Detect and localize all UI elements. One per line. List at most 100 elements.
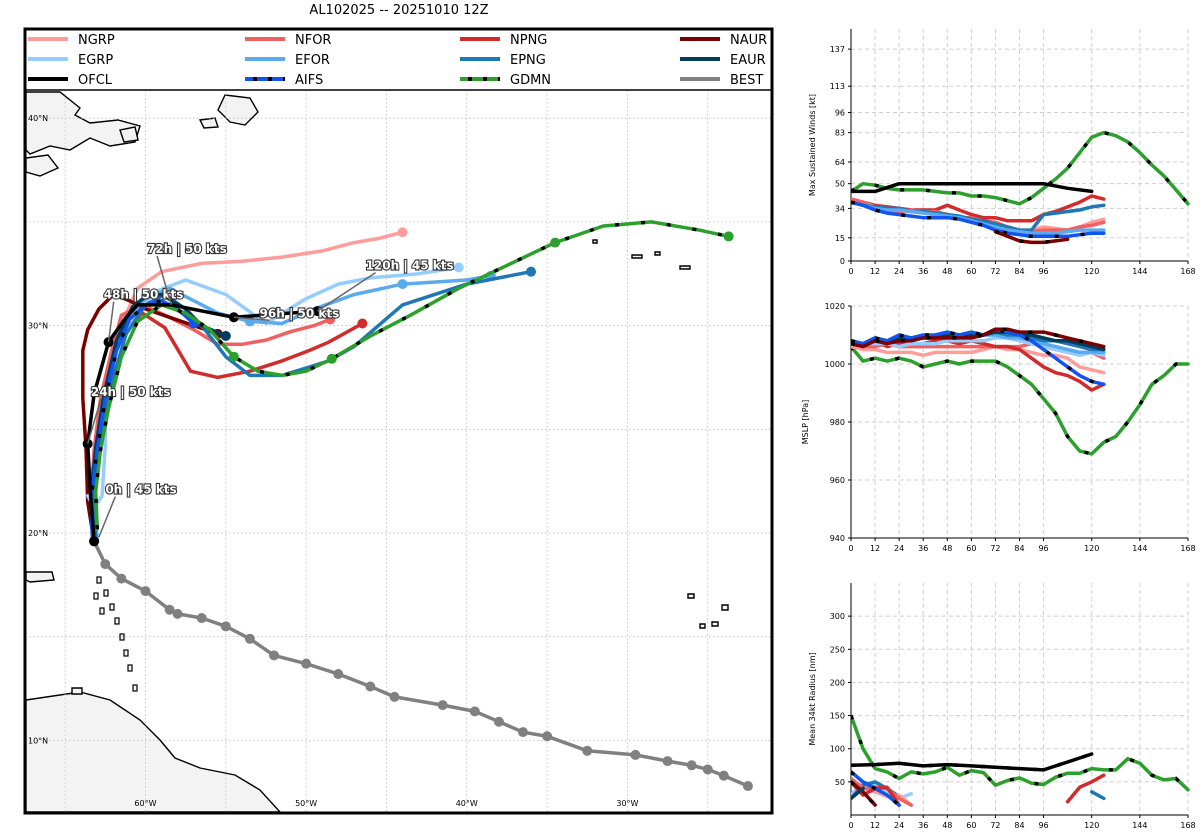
best-track-point (718, 770, 729, 781)
best-track-point (702, 764, 713, 775)
track-annotation: 0h | 45 kts (105, 483, 176, 497)
track-end-ngrp (397, 227, 408, 238)
legend-item-efor: EFOR (245, 53, 330, 68)
east-newfoundland-land (217, 94, 259, 126)
annotation-leader (107, 301, 115, 343)
legend-item-aifs: AIFS (245, 73, 323, 88)
y-axis-label: MSLP [hPa] (801, 400, 810, 444)
trinidad-land (71, 687, 83, 695)
x-tick-label: 36 (918, 821, 928, 830)
series-group (851, 713, 1190, 807)
antilles-island (109, 603, 115, 611)
legend: NGRP NFOR NPNG NAUR EGRP EFOR EPNG EAUR OFCL AIFS… (28, 33, 767, 88)
legend-label: OFCL (78, 73, 113, 88)
best-track-point (116, 573, 127, 584)
radius-chart: 0 12 24 36 48 60 72 84 96 120 144 168 50 100 150 200 250… (808, 583, 1196, 830)
track-line-egrp (85, 265, 461, 510)
map-gridlines (26, 90, 771, 812)
best-track-point (582, 745, 593, 756)
antilles-island (99, 607, 105, 615)
map-axis-labels: 40°N 30°N 20°N 10°N 60°W 50°W 40°W 30°W (28, 114, 639, 808)
legend-label: NFOR (295, 33, 331, 48)
lon-label: 40°W (456, 799, 478, 808)
y-tick-label: 960 (830, 476, 845, 485)
track-gdmn (93, 220, 734, 531)
x-tick-label: 12 (870, 821, 880, 830)
y-tick-label: 113 (830, 82, 845, 91)
series-egrp (851, 336, 1106, 358)
y-tick-label: 200 (830, 678, 845, 687)
series-naur (851, 327, 1106, 349)
series-group (851, 130, 1190, 245)
x-tick-label: 144 (1132, 821, 1147, 830)
x-tick-label: 72 (990, 821, 1000, 830)
x-tick-label: 60 (966, 544, 976, 553)
x-tick-label: 168 (1180, 267, 1195, 276)
track-end-nfor (325, 314, 336, 325)
best-track-point (686, 760, 697, 771)
best-track-point (196, 613, 207, 624)
y-tick-label: 150 (830, 712, 845, 721)
legend-item-ngrp: NGRP (28, 33, 115, 48)
legend-label: NGRP (78, 33, 115, 48)
legend-item-egrp: EGRP (28, 53, 113, 68)
track-annotation: 24h | 50 kts (91, 385, 171, 399)
bermuda-land (592, 239, 598, 244)
track-marker-gdmn (723, 231, 734, 242)
legend-item-nfor: NFOR (245, 33, 331, 48)
x-tick-label: 72 (990, 267, 1000, 276)
legend-item-best: BEST (680, 73, 763, 88)
best-track-point (301, 658, 312, 669)
wind-chart: 0 12 24 36 48 60 72 84 96 120 144 168 0 15 34 50 64 83 96 1… (808, 29, 1196, 276)
antilles-island (93, 592, 99, 600)
track-map[interactable]: 0h | 45 kts 24h | 50 kts 48h | 50 kts 72h |… (23, 27, 774, 815)
x-tick-label: 84 (1014, 821, 1024, 830)
track-marker-gdmn (550, 237, 561, 248)
best-track-point (437, 700, 448, 711)
legend-item-npng: NPNG (460, 33, 547, 48)
puerto-rico-land (26, 571, 55, 583)
track-marker-efor (397, 279, 408, 290)
track-end-npng (357, 318, 368, 329)
track-end-epng (526, 266, 537, 277)
forecast-tracks (81, 220, 753, 792)
y-tick-label: 100 (830, 745, 845, 754)
best-track-point (164, 604, 175, 615)
x-tick-label: 144 (1132, 544, 1147, 553)
y-axis-label: Mean 34kt Radius [nm] (808, 652, 817, 745)
x-tick-label: 24 (894, 821, 904, 830)
legend-item-ofcl: OFCL (28, 73, 113, 88)
track-annotation: 48h | 50 kts (104, 288, 184, 302)
cape-verde-island-2 (721, 604, 729, 611)
y-tick-label: 980 (830, 418, 845, 427)
legend-item-gdmn: GDMN (460, 73, 551, 88)
x-tick-label: 120 (1084, 821, 1099, 830)
best-track-point (269, 650, 279, 661)
y-tick-label: 300 (830, 612, 845, 621)
legend-label: EFOR (295, 53, 330, 68)
annotation-leader (86, 398, 102, 445)
best-track-point (172, 608, 183, 619)
series-gdmn-dash (851, 345, 1188, 456)
ofcl-point (89, 536, 100, 547)
x-tick-label: 168 (1180, 544, 1195, 553)
legend-item-eaur: EAUR (680, 53, 766, 68)
x-tick-label: 96 (1038, 544, 1048, 553)
x-tick-label: 168 (1180, 821, 1195, 830)
x-tick-label: 96 (1038, 821, 1048, 830)
avalon-land (198, 117, 219, 129)
y-axis-label: Max Sustained Winds [kt] (808, 94, 817, 196)
south-america-land (26, 691, 281, 812)
antilles-island (103, 589, 109, 597)
track-egrp (85, 262, 464, 510)
lat-label: 30°N (28, 322, 48, 331)
x-tick-label: 96 (1038, 267, 1048, 276)
annotation-leader (316, 271, 376, 312)
best-track-point (742, 781, 753, 792)
x-tick-label: 0 (848, 544, 853, 553)
best-track-point (244, 633, 255, 644)
series-group (851, 327, 1190, 456)
series-npng (1065, 773, 1106, 804)
track-line-gdmn-dash (93, 220, 729, 529)
best-track-point (542, 731, 553, 742)
